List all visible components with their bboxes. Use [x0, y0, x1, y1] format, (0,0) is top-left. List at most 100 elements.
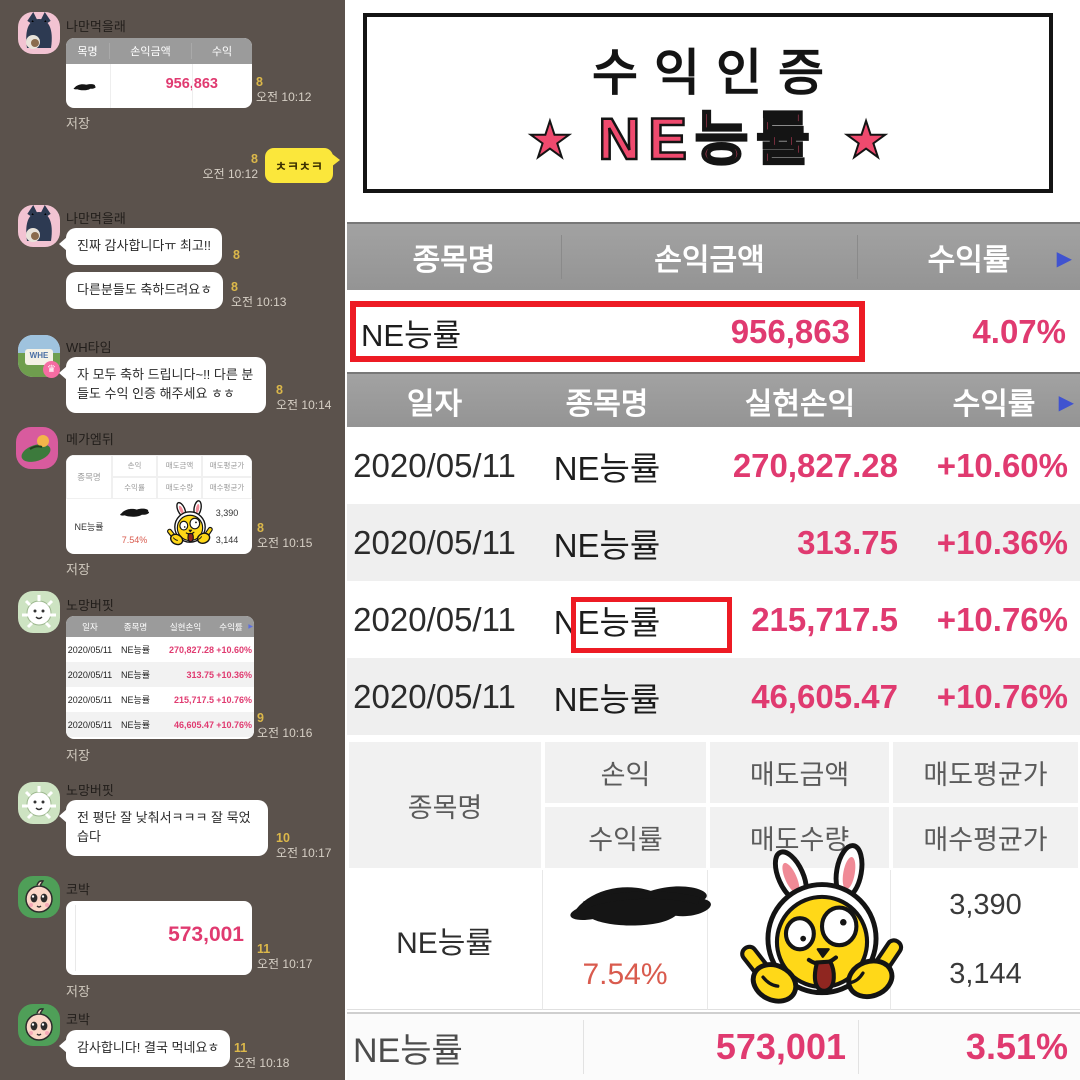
save-link[interactable]: 저장 — [66, 116, 90, 131]
column-header: 종목명 — [565, 387, 649, 421]
outgoing-bubble[interactable]: ㅊㅋㅊㅋ — [265, 148, 340, 183]
page-title: 수익인증 — [592, 45, 840, 101]
mini-cell: +10.60% — [216, 644, 252, 655]
column-header: 수익률 — [952, 387, 1036, 421]
save-link[interactable]: 저장 — [66, 748, 90, 763]
chat-bubble[interactable]: 전 평단 잘 낮춰서ㅋㅋㅋ 잘 묵었습다 — [59, 800, 268, 856]
mini-cell: NE능률 — [120, 645, 151, 655]
buy-avg-price: 3,144 — [891, 940, 1080, 1010]
mini-col-header: 실현손익 — [169, 621, 202, 632]
mini-rate: 7.54% — [121, 534, 148, 545]
message-meta: 10 오전 10:17 — [276, 830, 331, 862]
column-header: 매도금액 — [708, 740, 891, 805]
unread-count: 8 — [256, 75, 263, 89]
chat-bubble[interactable]: 다른분들도 축하드려요ㅎ — [66, 272, 224, 309]
shared-screenshot-bubble[interactable]: 573,001 — [66, 901, 252, 975]
column-header: 수익률 — [543, 805, 708, 870]
summary-table: 종목명 손익금액 수익률 ▶ NE능률 956,863 4.07% — [347, 222, 1080, 374]
unread-count: 8 — [233, 248, 240, 262]
shared-screenshot-bubble[interactable]: 목명 손익금액 수익 956,863 — [66, 38, 252, 108]
unread-count: 8 — [251, 152, 258, 166]
mini-col-header: 매도금액 — [157, 455, 202, 477]
cell-profit: 270,827.28 — [732, 446, 898, 484]
blue-play-icon: ▶ — [248, 624, 253, 630]
profit-rate: 7.54% — [543, 940, 708, 1010]
highlight-box-red — [571, 597, 732, 653]
shared-screenshot-bubble[interactable]: 일자 종목명 실현손익 수익률 ▶ 2020/05/11 NE능률 270,82… — [66, 616, 254, 739]
column-header: 매도평균가 — [891, 740, 1080, 805]
unread-count: 8 — [257, 521, 264, 535]
mini-col-header: 수익률 — [112, 477, 157, 499]
message-meta: 8 오전 10:14 — [276, 382, 331, 414]
avatar[interactable] — [18, 782, 60, 824]
highlight-box-red — [350, 301, 865, 362]
censor-scribble-icon — [118, 506, 152, 519]
total-row: NE능률 573,001 3.51% — [347, 1012, 1080, 1080]
mini-col-header: 매수평균가 — [202, 477, 252, 499]
timestamp: 오전 10:17 — [257, 957, 313, 972]
stock-title: NE능률 — [597, 107, 818, 172]
sender-name: 코박 — [66, 882, 90, 897]
mini-cell: +10.36% — [216, 669, 252, 680]
detail-table: 일자 종목명 실현손익 수익률 ▶ 2020/05/11 NE능률 270,82… — [347, 372, 1080, 735]
column-header: 손익 — [543, 740, 708, 805]
timestamp: 오전 10:14 — [276, 398, 332, 413]
message-meta: 11 오전 10:18 — [234, 1040, 289, 1072]
unread-count: 10 — [276, 831, 290, 845]
timestamp: 오전 10:13 — [231, 295, 287, 310]
sender-name: WH타임 — [66, 340, 112, 355]
mini-col-header: 종목명 — [123, 621, 148, 632]
censor-scribble-icon — [540, 876, 745, 934]
avatar[interactable] — [18, 12, 60, 54]
blue-play-icon[interactable]: ▶ — [1056, 248, 1072, 270]
sender-name: 노망버핏 — [66, 598, 114, 613]
message-meta: 11 오전 10:17 — [257, 941, 312, 973]
mini-col-header: 수익 — [211, 46, 233, 58]
mini-amount: 573,001 — [168, 923, 244, 946]
column-header: 수익률 — [927, 244, 1011, 277]
mini-cell: +10.76% — [216, 719, 252, 730]
save-link[interactable]: 저장 — [66, 562, 90, 577]
avatar[interactable] — [18, 1004, 60, 1046]
mini-col-header: 손익금액 — [110, 43, 192, 59]
cell-rate: +10.76% — [936, 600, 1068, 638]
avatar[interactable] — [16, 427, 58, 469]
cell-rate: +10.76% — [936, 677, 1068, 715]
message-meta: 8 오전 10:12 — [256, 74, 311, 106]
cell-profit: 313.75 — [797, 523, 898, 561]
cell-date: 2020/05/11 — [353, 600, 516, 638]
title-box: 수익인증 ★ NE능률 ★ — [363, 13, 1053, 193]
message-meta: 8 — [233, 247, 240, 263]
avatar-label: WHE — [29, 351, 49, 360]
blue-play-icon[interactable]: ▶ — [1058, 392, 1074, 414]
cat-character-icon — [26, 12, 52, 49]
chat-bubble[interactable]: 감사합니다! 결국 먹네요ㅎ — [58, 1030, 231, 1067]
mini-cell: 2020/05/11 — [67, 694, 113, 705]
chat-bubble[interactable]: 진짜 감사합니다ㅠ 최고!! — [58, 228, 223, 265]
message-meta: 8 오전 10:13 — [231, 279, 286, 311]
cell-date: 2020/05/11 — [353, 446, 516, 484]
mini-cell: +10.76% — [216, 694, 252, 705]
avatar[interactable] — [18, 591, 60, 633]
table-row: 2020/05/11 NE능률 270,827.28 +10.60% — [347, 427, 1080, 504]
avatar[interactable] — [18, 205, 60, 247]
save-link[interactable]: 저장 — [66, 984, 90, 999]
sell-avg-price: 3,390 — [891, 870, 1080, 940]
mini-cell: 2020/05/11 — [67, 719, 113, 730]
mini-amount: 956,863 — [124, 76, 218, 92]
stock-name: NE능률 — [361, 317, 462, 353]
character-icon — [22, 595, 56, 629]
sender-name: 나만먹을래 — [66, 19, 126, 34]
profit-rate: 4.07% — [972, 313, 1066, 350]
mini-col-header: 종목명 — [66, 455, 112, 499]
avatar[interactable] — [18, 876, 60, 918]
table-row: 2020/05/11 NE능률 215,717.5 +10.76% — [347, 581, 1080, 658]
crown-badge-icon: ♛ — [43, 361, 60, 378]
column-header: 손익금액 — [562, 235, 858, 279]
shared-screenshot-bubble[interactable]: 종목명 손익 매도금액 매도평균가 수익률 매도수량 매수평균가 NE능률 3,… — [66, 455, 252, 554]
mini-cell: 46,605.47 — [173, 719, 214, 730]
timestamp: 오전 10:17 — [276, 846, 332, 861]
chat-bubble[interactable]: 자 모두 축하 드립니다~!! 다른 분들도 수익 인증 해주세요 ㅎㅎ — [59, 357, 266, 413]
unread-count: 11 — [234, 1041, 248, 1055]
